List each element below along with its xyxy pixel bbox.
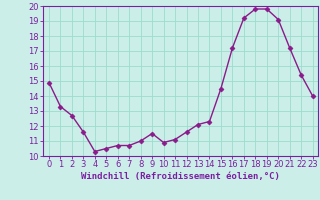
X-axis label: Windchill (Refroidissement éolien,°C): Windchill (Refroidissement éolien,°C) <box>81 172 280 181</box>
